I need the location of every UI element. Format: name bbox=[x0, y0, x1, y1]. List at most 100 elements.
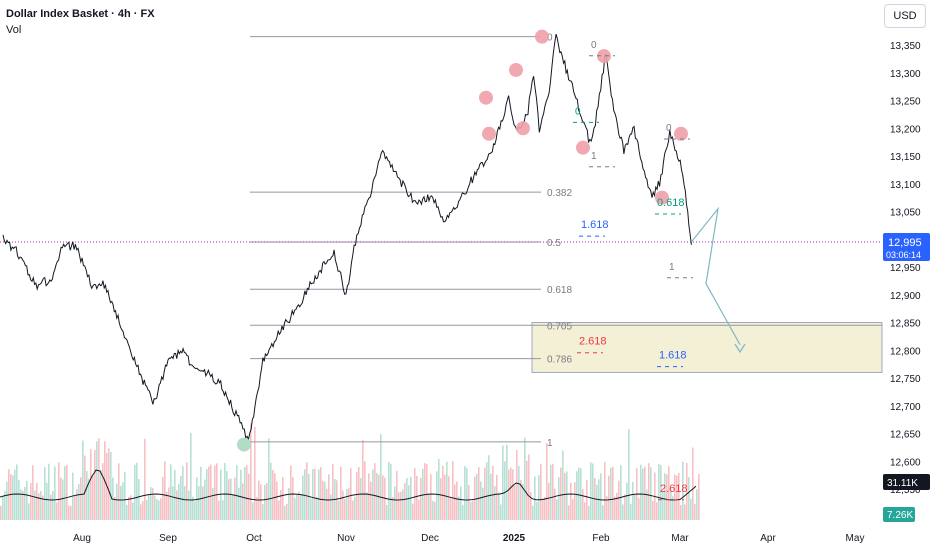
volume-bar bbox=[254, 426, 256, 520]
volume-bar bbox=[430, 474, 432, 520]
volume-bar bbox=[138, 478, 140, 520]
volume-bar bbox=[404, 483, 406, 520]
volume-bar bbox=[6, 481, 8, 520]
volume-bar bbox=[282, 477, 284, 520]
volume-bar bbox=[422, 468, 424, 520]
symbol-title[interactable]: Dollar Index Basket · 4h · FX bbox=[6, 8, 155, 20]
volume-bar bbox=[608, 475, 610, 520]
volume-bar bbox=[56, 502, 58, 520]
volume-bar bbox=[170, 464, 172, 520]
volume-bar bbox=[238, 487, 240, 520]
volume-bar bbox=[662, 491, 664, 520]
volume-bar bbox=[358, 466, 360, 520]
volume-last-tag bbox=[883, 507, 915, 522]
volume-bar bbox=[286, 504, 288, 520]
volume-bar bbox=[520, 479, 522, 520]
volume-bar bbox=[686, 462, 688, 520]
volume-bar bbox=[574, 482, 576, 520]
volume-bar bbox=[586, 480, 588, 520]
volume-bar bbox=[28, 503, 30, 520]
volume-bar bbox=[232, 494, 234, 520]
volume-bar bbox=[44, 467, 46, 520]
volume-label[interactable]: Vol bbox=[6, 24, 22, 36]
volume-bar bbox=[120, 485, 122, 520]
volume-bar bbox=[20, 489, 22, 520]
volume-bar bbox=[516, 449, 518, 520]
volume-bar bbox=[210, 464, 212, 520]
swing-marker-high bbox=[535, 29, 549, 44]
volume-bar bbox=[290, 465, 292, 520]
volume-bar bbox=[548, 482, 550, 520]
volume-bar bbox=[402, 489, 404, 520]
volume-bar bbox=[308, 473, 310, 520]
volume-bar bbox=[450, 497, 452, 520]
volume-bar bbox=[318, 469, 320, 520]
x-tick-label: Mar bbox=[671, 533, 689, 544]
volume-bar bbox=[526, 460, 528, 520]
volume-bar bbox=[366, 492, 368, 520]
volume-bar bbox=[390, 463, 392, 520]
volume-bar bbox=[288, 487, 290, 520]
volume-bar bbox=[182, 466, 184, 520]
volume-bar bbox=[96, 441, 98, 520]
volume-bar bbox=[596, 484, 598, 520]
volume-last-value: 7.26K bbox=[887, 510, 913, 521]
volume-bar bbox=[174, 469, 176, 520]
volume-bar bbox=[32, 465, 34, 520]
volume-bar bbox=[646, 489, 648, 520]
volume-bar bbox=[532, 505, 534, 520]
volume-bar bbox=[268, 438, 270, 520]
volume-bar bbox=[416, 476, 418, 520]
swing-marker-low bbox=[237, 437, 251, 452]
volume-bar bbox=[196, 477, 198, 520]
volume-bar bbox=[50, 494, 52, 520]
volume-bar bbox=[356, 472, 358, 520]
target-zone bbox=[531, 322, 883, 373]
fib-label-0: 0 bbox=[547, 33, 553, 44]
extension-labels: 0 1 1.618 2.618 0 0.618 1 1.618 2.618 0 bbox=[573, 40, 693, 501]
volume-bar bbox=[524, 437, 526, 520]
volume-bar bbox=[678, 473, 680, 520]
volume-bar bbox=[628, 429, 630, 520]
volume-bar bbox=[518, 466, 520, 520]
volume-bar bbox=[640, 464, 642, 520]
volume-bar bbox=[648, 463, 650, 520]
volume-bar bbox=[162, 476, 164, 520]
volume-bar bbox=[260, 484, 262, 520]
volume-bar bbox=[664, 473, 666, 520]
volume-average-line bbox=[0, 469, 697, 501]
volume-bar bbox=[84, 455, 86, 520]
volume-bar bbox=[136, 462, 138, 520]
volume-bar bbox=[306, 462, 308, 520]
volume-bar bbox=[158, 500, 160, 520]
extension-label: 0 bbox=[591, 40, 597, 51]
price-series-line bbox=[2, 33, 692, 441]
currency-button[interactable]: USD bbox=[884, 4, 926, 28]
volume-bar bbox=[600, 473, 602, 520]
volume-bar bbox=[442, 465, 444, 520]
volume-bar bbox=[414, 468, 416, 520]
swing-marker-high bbox=[516, 121, 530, 136]
volume-bar bbox=[332, 463, 334, 520]
swing-marker-high bbox=[674, 126, 688, 141]
volume-bar bbox=[698, 474, 700, 520]
volume-bar bbox=[52, 491, 54, 520]
volume-bar bbox=[384, 477, 386, 520]
volume-bar bbox=[48, 463, 50, 520]
volume-bar bbox=[438, 458, 440, 520]
volume-bar bbox=[476, 473, 478, 520]
volume-bar bbox=[94, 450, 96, 520]
volume-bar bbox=[582, 489, 584, 520]
volume-bar bbox=[606, 496, 608, 520]
volume-bar bbox=[246, 465, 248, 520]
volume-bar bbox=[542, 498, 544, 520]
fib-label-0.5: 0.5 bbox=[547, 238, 561, 249]
volume-bar bbox=[556, 499, 558, 520]
volume-bar bbox=[142, 501, 144, 520]
volume-bar bbox=[638, 498, 640, 520]
y-tick-label: 12,600 bbox=[890, 457, 921, 468]
volume-bar bbox=[614, 496, 616, 520]
volume-bar bbox=[398, 492, 400, 520]
